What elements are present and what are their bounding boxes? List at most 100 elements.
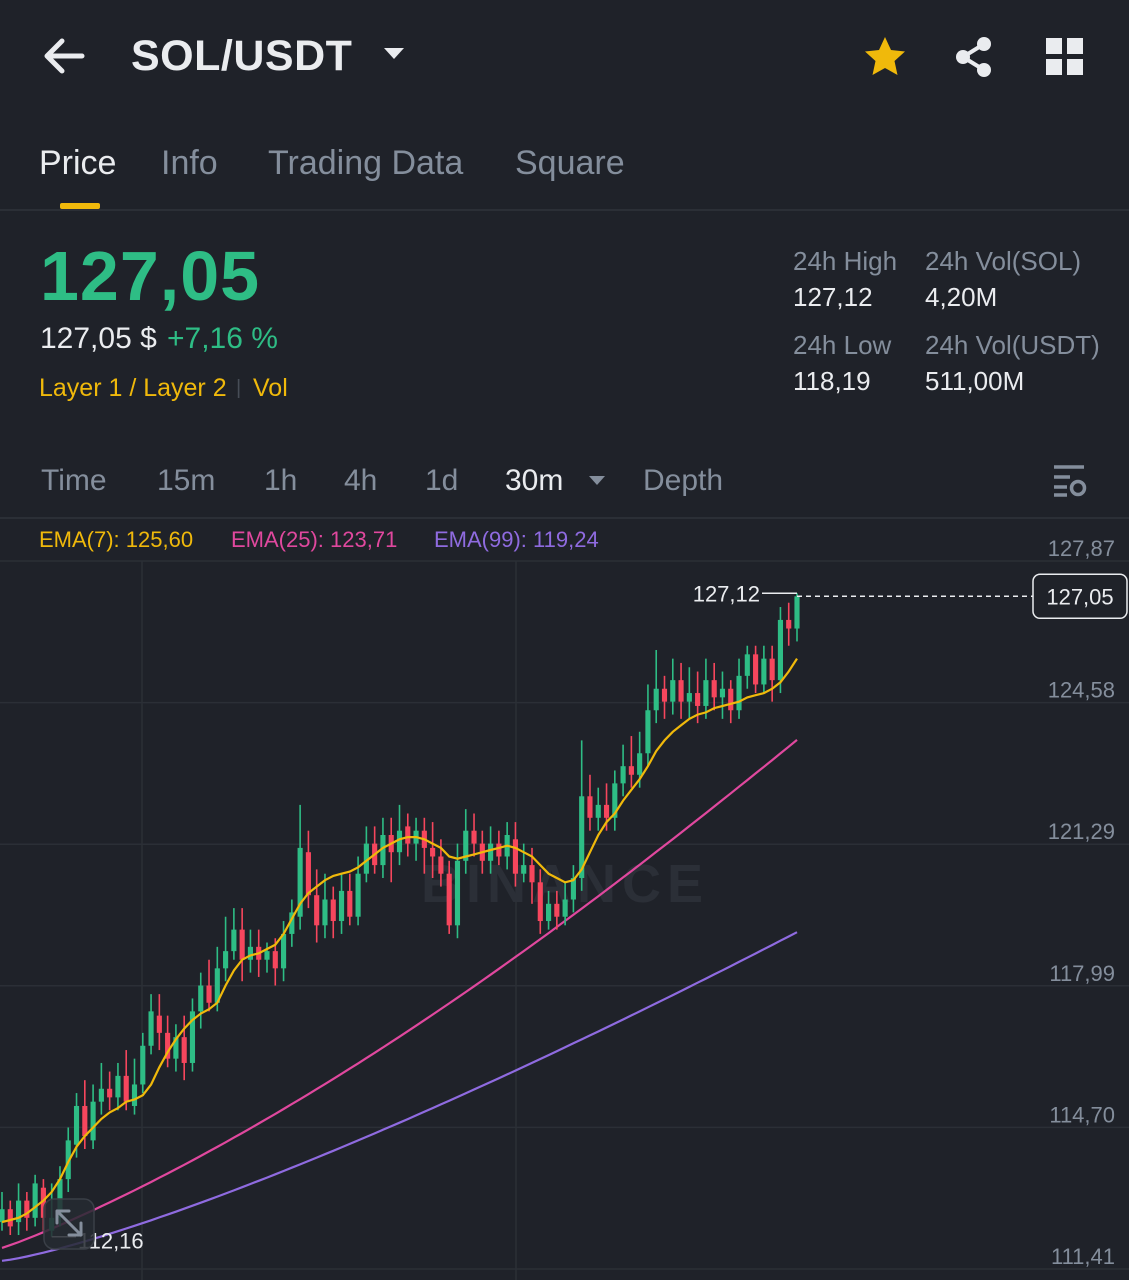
interval-dropdown-button[interactable] bbox=[588, 474, 606, 488]
candle-body bbox=[305, 852, 311, 896]
candle-body bbox=[529, 865, 535, 883]
candle-body bbox=[562, 899, 568, 917]
candle-body bbox=[645, 710, 651, 754]
candlestick-chart[interactable]: 127,87 124,58 121,29 117,99 114,70 111,41 BINA… bbox=[0, 519, 1129, 1280]
star-icon bbox=[865, 37, 905, 75]
candle-body bbox=[661, 688, 668, 702]
tab-info[interactable]: Info bbox=[161, 144, 218, 182]
interval-1h[interactable]: 1h bbox=[264, 464, 298, 497]
candle-body bbox=[355, 873, 361, 917]
candle-body bbox=[24, 1200, 30, 1218]
candle-body bbox=[165, 1032, 171, 1059]
candle-body bbox=[537, 882, 543, 922]
candle-body bbox=[198, 985, 204, 1012]
candle-body bbox=[488, 843, 494, 861]
interval-30m[interactable]: 30m bbox=[505, 464, 564, 497]
candle-body bbox=[231, 929, 237, 952]
share-button[interactable] bbox=[952, 34, 996, 80]
chart-settings-button[interactable] bbox=[1050, 462, 1090, 500]
favorite-button[interactable] bbox=[862, 34, 908, 80]
tab-square[interactable]: Square bbox=[515, 144, 625, 182]
candle-body bbox=[90, 1101, 96, 1141]
active-tab-indicator bbox=[60, 203, 100, 209]
candle-body bbox=[686, 693, 692, 702]
y-tick-label: 124,58 bbox=[1048, 678, 1115, 703]
candle-body bbox=[363, 843, 369, 874]
tag-separator: | bbox=[236, 377, 242, 399]
candle-body bbox=[695, 693, 701, 706]
candle-body bbox=[40, 1187, 46, 1218]
candle-body bbox=[156, 1015, 162, 1033]
candle-body bbox=[446, 873, 452, 926]
candle-body bbox=[777, 619, 784, 681]
tag-layer[interactable]: Layer 1 / Layer 2 bbox=[39, 374, 227, 402]
candle-body bbox=[620, 766, 626, 784]
candle-body bbox=[380, 834, 386, 866]
candle-body bbox=[454, 860, 461, 926]
interval-bar-divider bbox=[0, 517, 1129, 519]
low-value: 118,19 bbox=[793, 366, 871, 396]
candle-body bbox=[7, 1209, 13, 1227]
candle-body bbox=[703, 680, 709, 706]
candle-body bbox=[32, 1183, 38, 1218]
candle-body bbox=[330, 899, 336, 922]
candle-body bbox=[463, 830, 469, 861]
current-price-box bbox=[1032, 573, 1128, 620]
tabs-divider bbox=[0, 209, 1129, 211]
candle-body bbox=[744, 654, 750, 676]
low-label: 24h Low bbox=[793, 330, 892, 360]
y-tick-label: 117,99 bbox=[1049, 961, 1115, 986]
tab-price[interactable]: Price bbox=[39, 144, 117, 182]
candle-body bbox=[405, 826, 411, 844]
candle-body bbox=[280, 933, 287, 969]
candle-body bbox=[554, 903, 560, 917]
interval-time[interactable]: Time bbox=[41, 464, 107, 497]
candle-body bbox=[719, 688, 726, 698]
candle-body bbox=[239, 929, 245, 960]
tab-trading-data[interactable]: Trading Data bbox=[268, 144, 464, 182]
interval-15m[interactable]: 15m bbox=[157, 464, 216, 497]
current-price-label: 127,05 bbox=[1046, 584, 1113, 609]
price-change-percent: +7,16 % bbox=[167, 322, 278, 355]
candle-body bbox=[338, 890, 345, 922]
y-tick-label: 127,87 bbox=[1048, 536, 1115, 561]
ema99-legend: EMA(99): 119,24 bbox=[434, 527, 599, 552]
candle-body bbox=[73, 1105, 80, 1145]
candle-body bbox=[131, 1084, 138, 1106]
candle-body bbox=[82, 1105, 88, 1137]
candle-body bbox=[214, 968, 220, 1003]
tag-vol[interactable]: Vol bbox=[253, 374, 288, 402]
vol-sol-label: 24h Vol(SOL) bbox=[925, 246, 1082, 276]
candle-body bbox=[314, 895, 320, 926]
candle-body bbox=[761, 658, 767, 685]
candle-body bbox=[396, 830, 403, 853]
candle-body bbox=[181, 1037, 187, 1063]
candle-body bbox=[206, 985, 212, 1003]
candle-body bbox=[189, 1011, 196, 1063]
candle-body bbox=[678, 680, 684, 702]
candle-body bbox=[512, 839, 519, 874]
more-menu-button[interactable] bbox=[1044, 36, 1086, 78]
ema25-line bbox=[1, 739, 798, 1249]
share-icon bbox=[956, 37, 991, 77]
candle-body bbox=[794, 596, 800, 629]
candle-body bbox=[148, 1011, 154, 1046]
candle-body bbox=[587, 796, 593, 818]
candle-body bbox=[570, 878, 576, 900]
interval-1d[interactable]: 1d bbox=[425, 464, 459, 497]
pair-title[interactable]: SOL/USDT bbox=[131, 32, 353, 80]
high-label: 24h High bbox=[793, 246, 898, 276]
caret-down-icon bbox=[589, 476, 605, 485]
candle-body bbox=[272, 951, 278, 969]
candle-body bbox=[736, 675, 742, 711]
pair-menu-button[interactable] bbox=[382, 44, 406, 64]
back-button[interactable] bbox=[40, 30, 90, 82]
candle-body bbox=[521, 865, 527, 874]
expand-icon bbox=[55, 1209, 83, 1237]
ema7-line bbox=[1, 658, 798, 1224]
candle-body bbox=[289, 912, 295, 934]
interval-depth[interactable]: Depth bbox=[643, 464, 724, 497]
candle-body bbox=[670, 680, 676, 702]
interval-4h[interactable]: 4h bbox=[344, 464, 378, 497]
candle-body bbox=[595, 804, 601, 818]
